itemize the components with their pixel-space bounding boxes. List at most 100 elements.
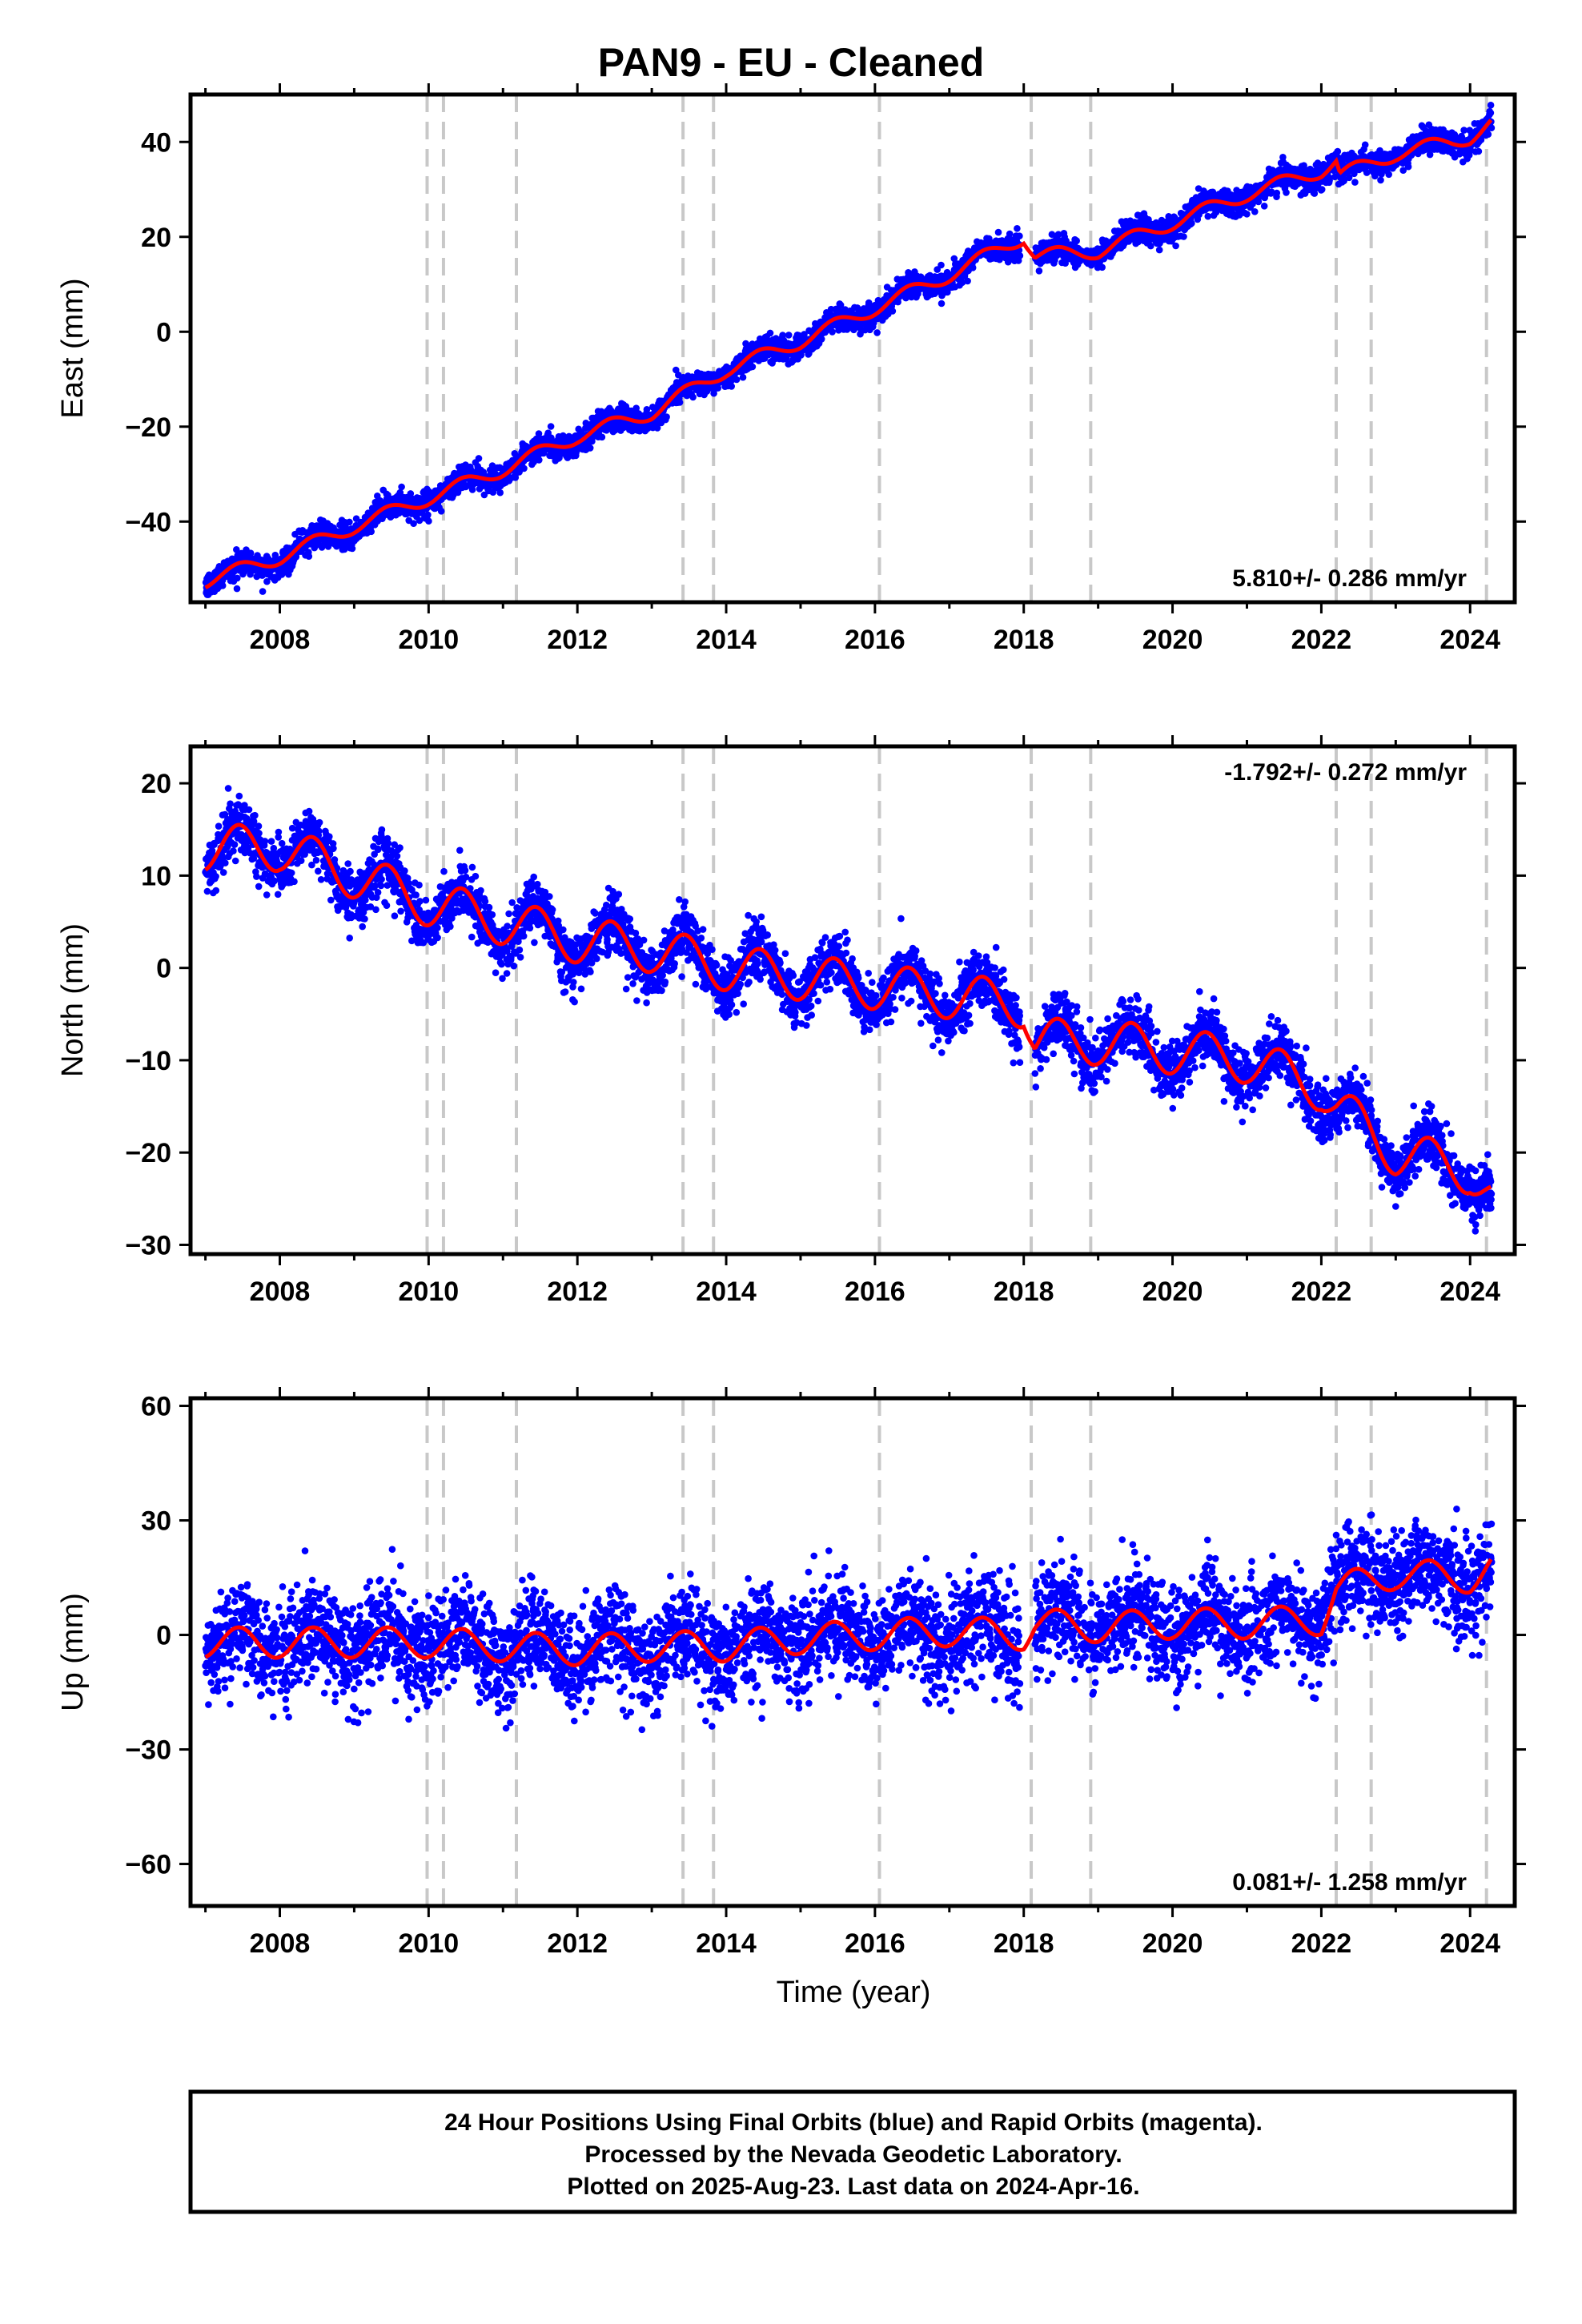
- data-point: [1334, 147, 1342, 155]
- panel-north: 2008 2010 2012 2014 2016 2018 2020 2022 2024−30−…: [56, 735, 1526, 1307]
- data-point: [1180, 233, 1187, 240]
- data-point: [259, 588, 267, 595]
- data-point: [1251, 208, 1259, 215]
- data-point: [233, 585, 241, 593]
- x-tick-label: 2010: [399, 625, 460, 655]
- data-point: [253, 873, 260, 880]
- data-point: [1488, 124, 1496, 131]
- data-point: [742, 340, 749, 348]
- data-point: [1016, 252, 1024, 259]
- data-point: [889, 308, 897, 315]
- data-point: [367, 528, 375, 536]
- data-point: [396, 489, 404, 497]
- data-point: [1314, 159, 1322, 167]
- data-point: [733, 376, 741, 384]
- data-point: [1073, 237, 1080, 245]
- data-point: [1377, 176, 1384, 184]
- data-point: [829, 328, 836, 336]
- data-point: [1399, 167, 1407, 174]
- data-point: [1006, 230, 1014, 238]
- data-point: [1273, 189, 1281, 197]
- data-point: [938, 300, 946, 308]
- data-point: [212, 873, 219, 880]
- data-point: [1426, 151, 1434, 159]
- data-point: [801, 331, 808, 338]
- x-tick-label: 2008: [250, 625, 311, 655]
- data-point: [512, 474, 520, 481]
- data-point: [410, 520, 417, 527]
- data-point: [241, 849, 249, 857]
- data-point: [1147, 242, 1154, 250]
- data-point: [938, 261, 945, 269]
- y-axis-label: East (mm): [56, 278, 90, 418]
- data-point: [1311, 190, 1319, 197]
- data-point: [224, 785, 232, 792]
- data-point: [1404, 163, 1412, 171]
- data-point: [1172, 242, 1179, 250]
- x-tick-label: 2024: [1439, 625, 1500, 655]
- data-point: [714, 384, 721, 392]
- data-point: [1188, 219, 1195, 227]
- data-point: [837, 301, 845, 309]
- data-point: [1460, 127, 1468, 134]
- data-point: [305, 553, 313, 560]
- rate-label: 5.810+/- 0.286 mm/yr: [1232, 565, 1467, 592]
- data-point: [231, 841, 239, 848]
- data-point: [219, 582, 227, 589]
- data-point: [233, 546, 240, 553]
- data-point: [251, 811, 259, 819]
- data-point: [958, 279, 966, 287]
- data-point: [766, 329, 774, 337]
- data-point: [728, 383, 735, 390]
- data-point: [341, 545, 348, 553]
- data-point: [222, 859, 229, 866]
- data-point: [986, 235, 993, 243]
- data-point: [1014, 225, 1021, 232]
- data-point: [255, 883, 263, 891]
- data-point: [1351, 170, 1358, 178]
- data-point: [739, 373, 747, 381]
- data-point: [425, 517, 432, 525]
- data-point: [235, 792, 243, 800]
- data-point: [203, 887, 211, 895]
- data-point: [969, 264, 977, 271]
- data-point: [267, 838, 275, 845]
- data-point: [245, 806, 253, 814]
- data-point: [1361, 141, 1369, 149]
- data-point: [1345, 174, 1353, 182]
- data-point: [346, 518, 353, 526]
- data-point: [398, 483, 405, 491]
- data-point: [496, 489, 504, 497]
- data-point: [1475, 147, 1483, 155]
- x-tick-label: 2022: [1291, 625, 1352, 655]
- panel-east: 2008 2010 2012 2014 2016 2018 2020 2022 2024−40−…: [56, 83, 1526, 655]
- data-point: [231, 857, 239, 865]
- data-point: [1054, 231, 1062, 239]
- data-point: [676, 399, 684, 406]
- data-point: [468, 486, 476, 493]
- x-tick-label: 2018: [994, 625, 1054, 655]
- plot-frame: [188, 92, 1517, 605]
- data-point: [437, 508, 445, 515]
- data-point: [1283, 189, 1290, 196]
- data-point: [827, 305, 835, 313]
- data-point: [643, 406, 651, 413]
- data-point: [663, 413, 670, 420]
- data-point: [1318, 186, 1326, 193]
- data-point: [244, 844, 252, 851]
- data-point: [1267, 188, 1275, 195]
- panels: 2008 2010 2012 2014 2016 2018 2020 2022 2024−40−…: [56, 83, 1526, 1959]
- y-tick-label: 20: [141, 223, 171, 253]
- data-point: [964, 277, 971, 285]
- data-point: [749, 363, 757, 371]
- data-point: [219, 869, 227, 876]
- data-point: [535, 430, 543, 437]
- data-point: [1048, 231, 1056, 239]
- data-point: [227, 800, 234, 807]
- data-point: [212, 887, 220, 895]
- x-tick-label: 2020: [1142, 625, 1203, 655]
- data-point: [480, 491, 488, 499]
- data-point: [263, 891, 271, 899]
